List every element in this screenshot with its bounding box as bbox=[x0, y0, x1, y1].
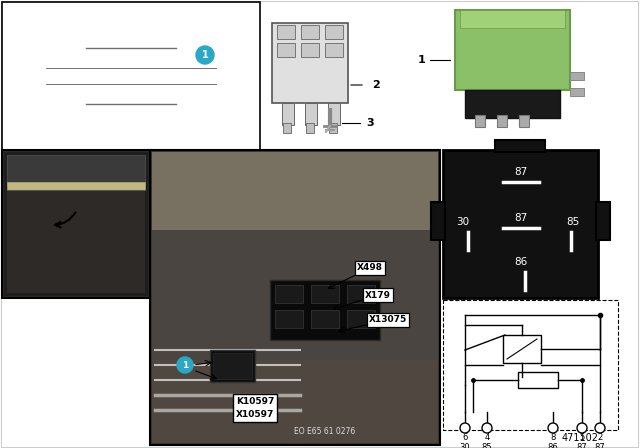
Bar bbox=[213, 353, 252, 379]
Text: X179: X179 bbox=[365, 290, 391, 300]
Bar bbox=[275, 310, 303, 328]
Text: 87: 87 bbox=[577, 444, 588, 448]
Text: X13075: X13075 bbox=[369, 315, 407, 324]
Bar bbox=[7, 182, 145, 190]
Bar bbox=[497, 115, 507, 127]
Bar bbox=[152, 152, 438, 232]
Text: 87: 87 bbox=[595, 444, 605, 448]
Bar bbox=[4, 152, 148, 296]
Bar bbox=[495, 140, 545, 152]
Text: 85: 85 bbox=[566, 217, 580, 227]
Bar bbox=[150, 150, 440, 445]
Text: 4: 4 bbox=[484, 434, 490, 443]
Bar bbox=[570, 88, 584, 96]
Bar bbox=[301, 43, 319, 57]
Text: 30: 30 bbox=[456, 217, 470, 227]
Bar bbox=[460, 10, 565, 28]
Bar bbox=[443, 150, 598, 298]
Bar bbox=[503, 335, 541, 363]
Circle shape bbox=[548, 423, 558, 433]
Bar bbox=[277, 25, 295, 39]
Text: 86: 86 bbox=[515, 257, 527, 267]
Bar bbox=[7, 190, 145, 293]
Bar bbox=[570, 72, 584, 80]
Bar bbox=[347, 285, 375, 303]
Bar bbox=[519, 115, 529, 127]
Text: 2: 2 bbox=[597, 434, 603, 443]
Bar bbox=[275, 285, 303, 303]
Text: 86: 86 bbox=[548, 444, 558, 448]
Bar bbox=[518, 372, 558, 388]
Text: X498: X498 bbox=[357, 263, 383, 272]
Bar bbox=[465, 90, 560, 118]
Bar bbox=[306, 123, 314, 133]
Text: 6: 6 bbox=[462, 434, 468, 443]
Bar bbox=[443, 300, 618, 430]
Text: EO E65 61 0276: EO E65 61 0276 bbox=[294, 427, 356, 436]
Bar bbox=[7, 155, 145, 185]
Bar bbox=[270, 280, 380, 340]
Text: 2: 2 bbox=[372, 80, 380, 90]
Bar bbox=[431, 202, 445, 240]
Bar bbox=[2, 2, 260, 150]
Bar bbox=[311, 310, 339, 328]
Bar bbox=[475, 115, 485, 127]
Text: 3: 3 bbox=[366, 118, 374, 128]
Bar bbox=[272, 23, 348, 103]
Text: 1: 1 bbox=[417, 55, 425, 65]
Bar bbox=[328, 103, 340, 125]
Circle shape bbox=[595, 423, 605, 433]
Text: 30: 30 bbox=[460, 444, 470, 448]
Text: 8: 8 bbox=[550, 434, 556, 443]
Circle shape bbox=[482, 423, 492, 433]
Circle shape bbox=[460, 423, 470, 433]
Bar bbox=[305, 103, 317, 125]
Bar bbox=[152, 360, 438, 443]
Bar bbox=[277, 43, 295, 57]
Bar bbox=[282, 103, 294, 125]
Text: K10597
X10597: K10597 X10597 bbox=[236, 397, 274, 419]
Bar bbox=[347, 310, 375, 328]
Circle shape bbox=[177, 357, 193, 373]
Text: 87: 87 bbox=[515, 213, 527, 223]
Bar bbox=[210, 350, 255, 382]
Text: 5: 5 bbox=[579, 434, 584, 443]
Bar bbox=[325, 25, 343, 39]
Bar bbox=[596, 202, 610, 240]
Text: 1: 1 bbox=[182, 361, 188, 370]
Circle shape bbox=[577, 423, 587, 433]
Bar bbox=[455, 10, 570, 90]
Bar bbox=[301, 25, 319, 39]
Bar bbox=[152, 230, 438, 360]
Circle shape bbox=[196, 46, 214, 64]
Text: 85: 85 bbox=[482, 444, 492, 448]
Text: 1: 1 bbox=[202, 50, 209, 60]
Bar bbox=[329, 123, 337, 133]
Text: 471102: 471102 bbox=[561, 433, 598, 443]
Bar bbox=[2, 150, 150, 298]
Bar bbox=[283, 123, 291, 133]
Text: 87: 87 bbox=[515, 167, 527, 177]
Bar bbox=[311, 285, 339, 303]
Bar bbox=[325, 43, 343, 57]
